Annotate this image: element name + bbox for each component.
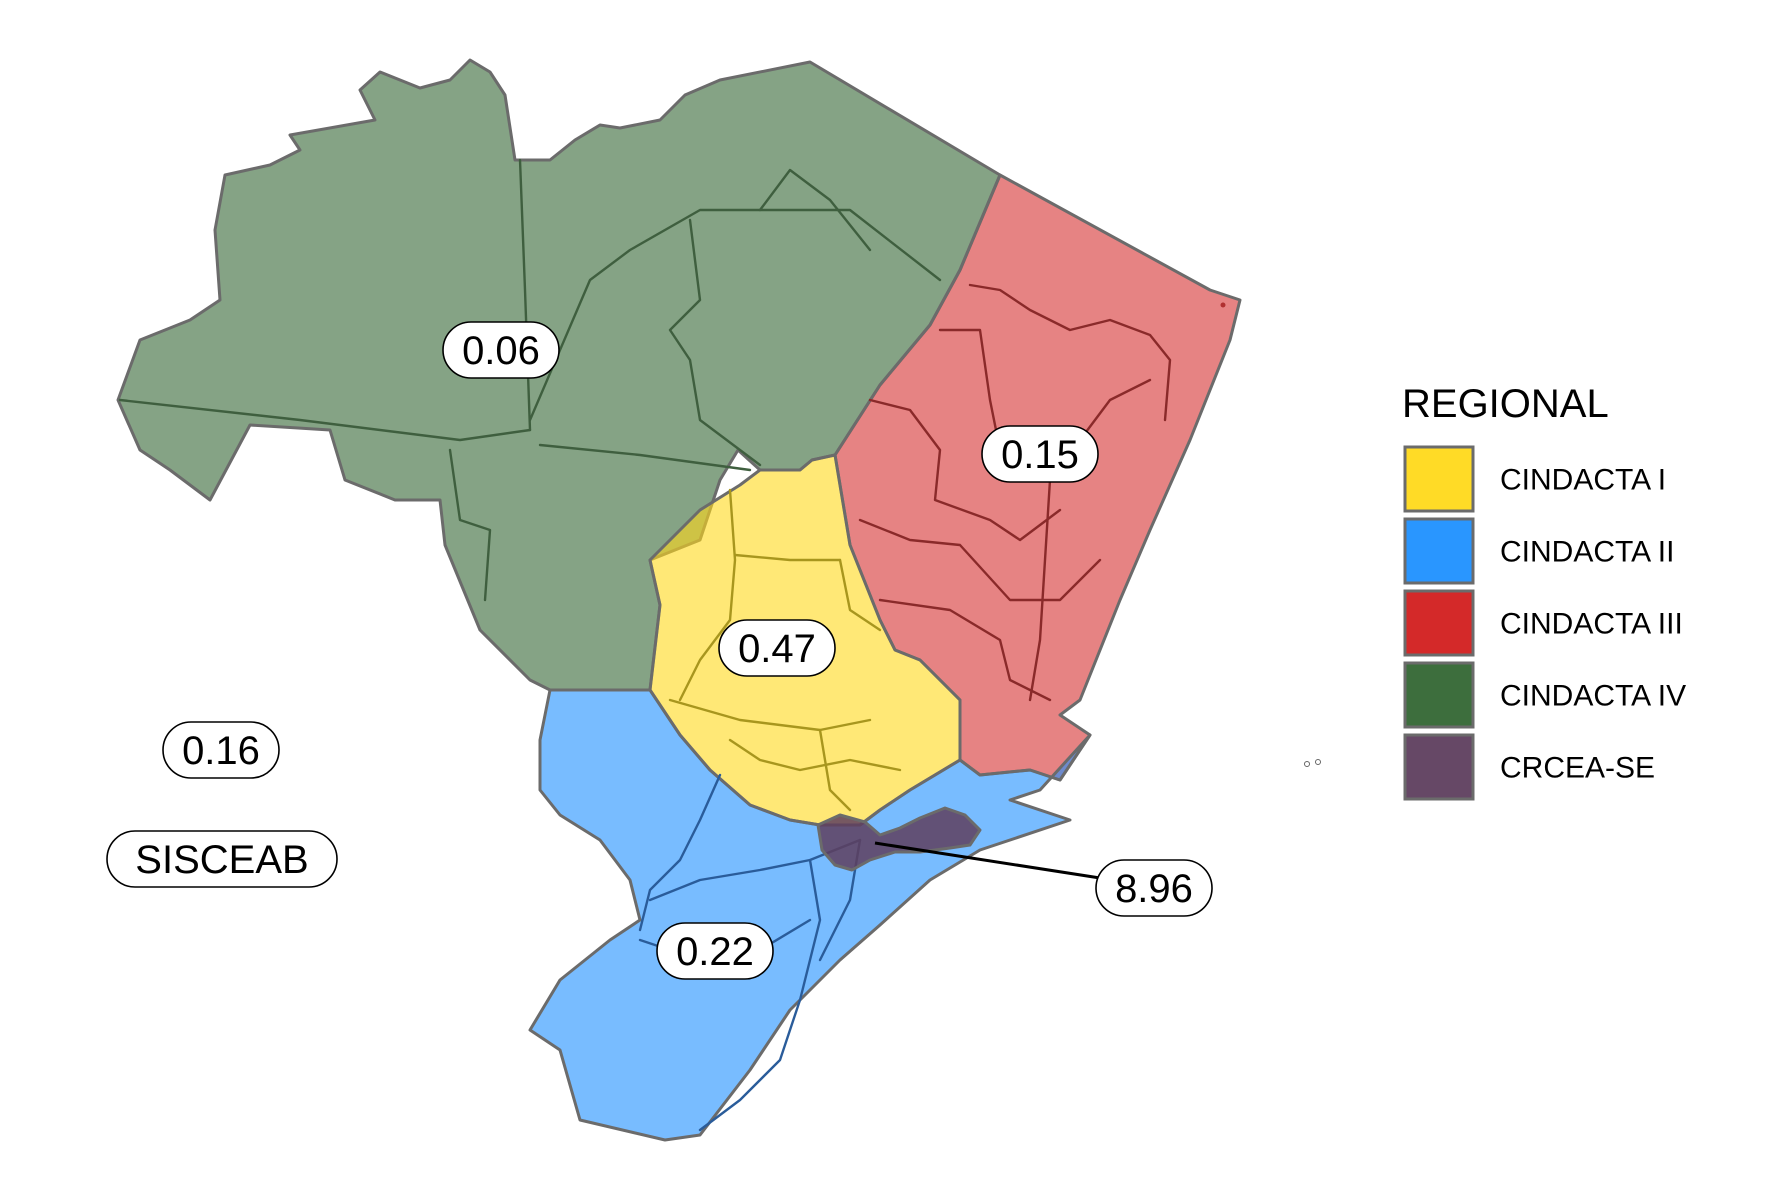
svg-text:0.15: 0.15 bbox=[1001, 433, 1079, 477]
legend-label: CINDACTA III bbox=[1500, 608, 1683, 641]
legend-label: CINDACTA IV bbox=[1500, 680, 1686, 713]
value-label-cindacta-iv: 0.06 bbox=[442, 321, 560, 379]
legend-label: CRCEA-SE bbox=[1500, 752, 1655, 785]
legend-key bbox=[1403, 661, 1475, 729]
value-label-cindacta-iii: 0.15 bbox=[981, 425, 1099, 483]
legend-label: CINDACTA II bbox=[1500, 536, 1674, 569]
island-dot bbox=[1220, 302, 1226, 308]
value-label-sisceab: 0.16 bbox=[162, 721, 280, 779]
island-dot bbox=[1304, 761, 1310, 767]
legend-key bbox=[1403, 589, 1475, 657]
legend: REGIONAL CINDACTA I CINDACTA II CINDACTA I… bbox=[1402, 382, 1686, 801]
legend-item: CINDACTA III bbox=[1403, 589, 1683, 657]
crcea-leader-line bbox=[874, 841, 1101, 880]
svg-text:0.06: 0.06 bbox=[462, 329, 540, 373]
value-label-crcea-se: 8.96 bbox=[1095, 859, 1213, 917]
region-cindacta-iv bbox=[116, 58, 1002, 692]
legend-title: REGIONAL bbox=[1402, 382, 1609, 426]
svg-text:0.22: 0.22 bbox=[676, 930, 754, 974]
svg-text:0.47: 0.47 bbox=[738, 627, 816, 671]
value-label-cindacta-i: 0.47 bbox=[718, 619, 836, 677]
legend-item: CRCEA-SE bbox=[1403, 733, 1655, 801]
label-sisceab: SISCEAB bbox=[106, 830, 338, 888]
island-dot bbox=[1315, 759, 1321, 765]
svg-text:8.96: 8.96 bbox=[1115, 867, 1193, 911]
value-label-cindacta-ii: 0.22 bbox=[656, 922, 774, 980]
legend-key bbox=[1403, 445, 1475, 513]
svg-text:SISCEAB: SISCEAB bbox=[135, 838, 308, 882]
legend-item: CINDACTA IV bbox=[1403, 661, 1686, 729]
legend-label: CINDACTA I bbox=[1500, 464, 1666, 497]
legend-item: CINDACTA I bbox=[1403, 445, 1666, 513]
region-crcea-se bbox=[816, 806, 982, 872]
legend-key bbox=[1403, 733, 1475, 801]
legend-key bbox=[1403, 517, 1475, 585]
svg-text:0.16: 0.16 bbox=[182, 729, 260, 773]
legend-item: CINDACTA II bbox=[1403, 517, 1674, 585]
